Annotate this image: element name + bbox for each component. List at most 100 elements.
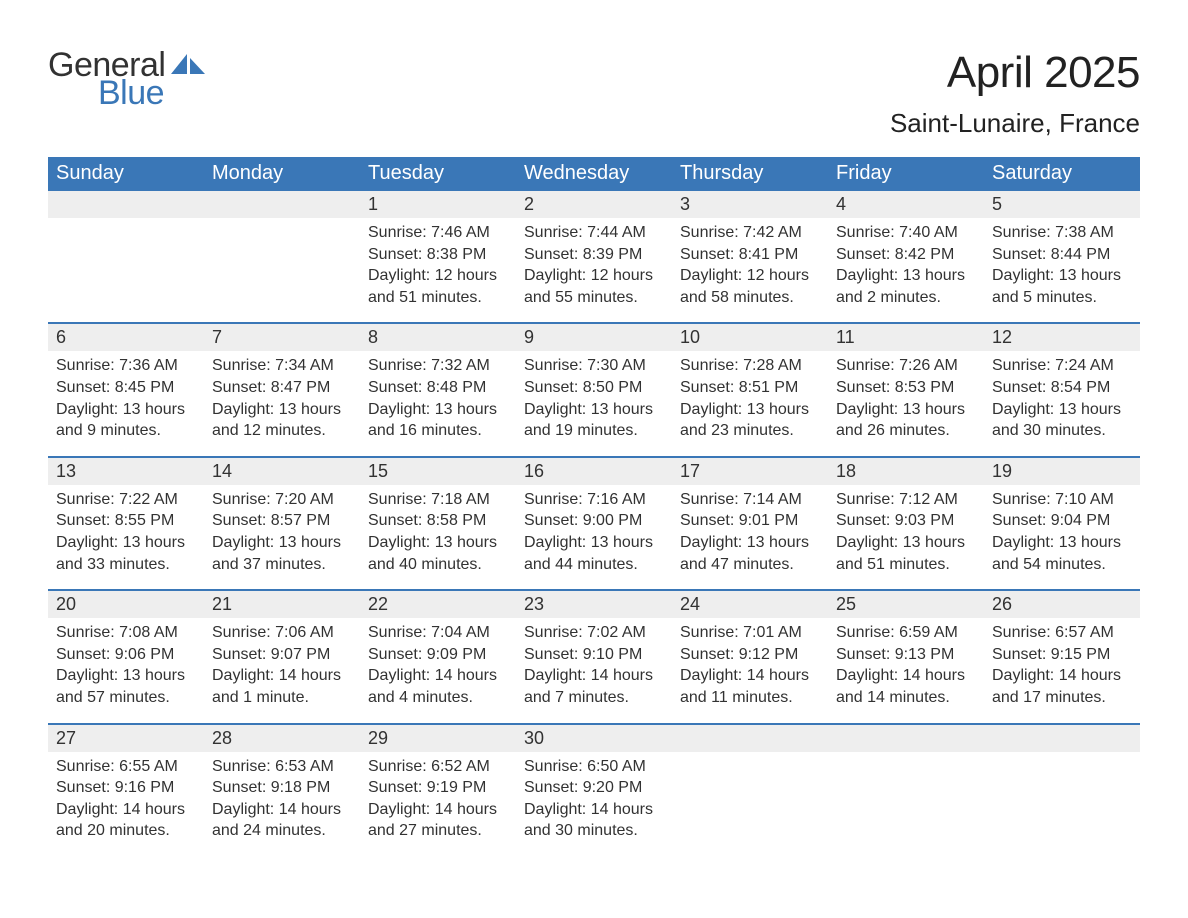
day-number [48, 191, 204, 218]
day-details: Sunrise: 7:01 AMSunset: 9:12 PMDaylight:… [672, 618, 828, 708]
day-details: Sunrise: 6:52 AMSunset: 9:19 PMDaylight:… [360, 752, 516, 842]
sunrise-text: Sunrise: 6:50 AM [524, 756, 664, 778]
sunset-text: Sunset: 9:07 PM [212, 644, 352, 666]
week-row: 27Sunrise: 6:55 AMSunset: 9:16 PMDayligh… [48, 723, 1140, 856]
day-details: Sunrise: 7:44 AMSunset: 8:39 PMDaylight:… [516, 218, 672, 308]
week-row: 13Sunrise: 7:22 AMSunset: 8:55 PMDayligh… [48, 456, 1140, 589]
sunset-text: Sunset: 9:04 PM [992, 510, 1132, 532]
day-number: 2 [516, 191, 672, 218]
daylight-text: and 20 minutes. [56, 820, 196, 842]
sunset-text: Sunset: 8:50 PM [524, 377, 664, 399]
daylight-text: Daylight: 14 hours [992, 665, 1132, 687]
sunrise-text: Sunrise: 7:36 AM [56, 355, 196, 377]
sunrise-text: Sunrise: 7:18 AM [368, 489, 508, 511]
day-details: Sunrise: 6:53 AMSunset: 9:18 PMDaylight:… [204, 752, 360, 842]
day-details: Sunrise: 7:34 AMSunset: 8:47 PMDaylight:… [204, 351, 360, 441]
sunset-text: Sunset: 9:09 PM [368, 644, 508, 666]
day-number: 25 [828, 591, 984, 618]
weekday-header: Tuesday [360, 157, 516, 191]
weeks-container: 1Sunrise: 7:46 AMSunset: 8:38 PMDaylight… [48, 191, 1140, 856]
daylight-text: Daylight: 14 hours [368, 665, 508, 687]
daylight-text: and 9 minutes. [56, 420, 196, 442]
daylight-text: Daylight: 13 hours [992, 532, 1132, 554]
daylight-text: and 2 minutes. [836, 287, 976, 309]
daylight-text: Daylight: 14 hours [368, 799, 508, 821]
day-cell: 9Sunrise: 7:30 AMSunset: 8:50 PMDaylight… [516, 324, 672, 455]
day-cell: 29Sunrise: 6:52 AMSunset: 9:19 PMDayligh… [360, 725, 516, 856]
sunrise-text: Sunrise: 7:38 AM [992, 222, 1132, 244]
daylight-text: Daylight: 12 hours [368, 265, 508, 287]
sunrise-text: Sunrise: 6:53 AM [212, 756, 352, 778]
daylight-text: and 12 minutes. [212, 420, 352, 442]
day-number: 29 [360, 725, 516, 752]
day-details: Sunrise: 7:12 AMSunset: 9:03 PMDaylight:… [828, 485, 984, 575]
day-number: 10 [672, 324, 828, 351]
day-cell: 16Sunrise: 7:16 AMSunset: 9:00 PMDayligh… [516, 458, 672, 589]
day-number: 4 [828, 191, 984, 218]
day-cell: 10Sunrise: 7:28 AMSunset: 8:51 PMDayligh… [672, 324, 828, 455]
day-cell: 6Sunrise: 7:36 AMSunset: 8:45 PMDaylight… [48, 324, 204, 455]
day-number: 22 [360, 591, 516, 618]
daylight-text: Daylight: 14 hours [524, 799, 664, 821]
daylight-text: Daylight: 13 hours [56, 532, 196, 554]
sunrise-text: Sunrise: 7:14 AM [680, 489, 820, 511]
day-number: 14 [204, 458, 360, 485]
day-details: Sunrise: 7:38 AMSunset: 8:44 PMDaylight:… [984, 218, 1140, 308]
day-cell: 22Sunrise: 7:04 AMSunset: 9:09 PMDayligh… [360, 591, 516, 722]
day-details: Sunrise: 7:32 AMSunset: 8:48 PMDaylight:… [360, 351, 516, 441]
day-cell: 25Sunrise: 6:59 AMSunset: 9:13 PMDayligh… [828, 591, 984, 722]
day-cell: 28Sunrise: 6:53 AMSunset: 9:18 PMDayligh… [204, 725, 360, 856]
daylight-text: Daylight: 13 hours [524, 399, 664, 421]
day-number: 21 [204, 591, 360, 618]
daylight-text: and 27 minutes. [368, 820, 508, 842]
day-details: Sunrise: 7:42 AMSunset: 8:41 PMDaylight:… [672, 218, 828, 308]
sunrise-text: Sunrise: 7:16 AM [524, 489, 664, 511]
day-cell: 23Sunrise: 7:02 AMSunset: 9:10 PMDayligh… [516, 591, 672, 722]
sunset-text: Sunset: 9:18 PM [212, 777, 352, 799]
day-details: Sunrise: 7:30 AMSunset: 8:50 PMDaylight:… [516, 351, 672, 441]
calendar: Sunday Monday Tuesday Wednesday Thursday… [48, 157, 1140, 856]
day-cell: 19Sunrise: 7:10 AMSunset: 9:04 PMDayligh… [984, 458, 1140, 589]
daylight-text: Daylight: 14 hours [56, 799, 196, 821]
day-cell: 4Sunrise: 7:40 AMSunset: 8:42 PMDaylight… [828, 191, 984, 322]
daylight-text: and 55 minutes. [524, 287, 664, 309]
daylight-text: and 37 minutes. [212, 554, 352, 576]
sunset-text: Sunset: 9:12 PM [680, 644, 820, 666]
day-details: Sunrise: 7:16 AMSunset: 9:00 PMDaylight:… [516, 485, 672, 575]
day-cell: 12Sunrise: 7:24 AMSunset: 8:54 PMDayligh… [984, 324, 1140, 455]
daylight-text: Daylight: 13 hours [368, 532, 508, 554]
sunset-text: Sunset: 8:54 PM [992, 377, 1132, 399]
daylight-text: Daylight: 12 hours [680, 265, 820, 287]
day-details: Sunrise: 7:22 AMSunset: 8:55 PMDaylight:… [48, 485, 204, 575]
sunrise-text: Sunrise: 7:30 AM [524, 355, 664, 377]
weekday-header: Wednesday [516, 157, 672, 191]
daylight-text: and 23 minutes. [680, 420, 820, 442]
day-details: Sunrise: 7:06 AMSunset: 9:07 PMDaylight:… [204, 618, 360, 708]
sunset-text: Sunset: 8:38 PM [368, 244, 508, 266]
day-details: Sunrise: 6:59 AMSunset: 9:13 PMDaylight:… [828, 618, 984, 708]
month-title: April 2025 [890, 48, 1140, 98]
sunrise-text: Sunrise: 7:22 AM [56, 489, 196, 511]
logo: General Blue [48, 48, 207, 110]
day-cell: 1Sunrise: 7:46 AMSunset: 8:38 PMDaylight… [360, 191, 516, 322]
sunrise-text: Sunrise: 7:06 AM [212, 622, 352, 644]
sunrise-text: Sunrise: 7:20 AM [212, 489, 352, 511]
day-details: Sunrise: 7:18 AMSunset: 8:58 PMDaylight:… [360, 485, 516, 575]
week-row: 6Sunrise: 7:36 AMSunset: 8:45 PMDaylight… [48, 322, 1140, 455]
day-number: 8 [360, 324, 516, 351]
sunset-text: Sunset: 9:00 PM [524, 510, 664, 532]
sunrise-text: Sunrise: 7:32 AM [368, 355, 508, 377]
day-cell: 14Sunrise: 7:20 AMSunset: 8:57 PMDayligh… [204, 458, 360, 589]
day-cell: 7Sunrise: 7:34 AMSunset: 8:47 PMDaylight… [204, 324, 360, 455]
daylight-text: and 51 minutes. [836, 554, 976, 576]
day-number: 7 [204, 324, 360, 351]
sunset-text: Sunset: 9:10 PM [524, 644, 664, 666]
daylight-text: Daylight: 13 hours [992, 265, 1132, 287]
day-cell [984, 725, 1140, 856]
daylight-text: and 16 minutes. [368, 420, 508, 442]
day-cell [828, 725, 984, 856]
sunset-text: Sunset: 8:44 PM [992, 244, 1132, 266]
day-cell: 24Sunrise: 7:01 AMSunset: 9:12 PMDayligh… [672, 591, 828, 722]
day-cell: 27Sunrise: 6:55 AMSunset: 9:16 PMDayligh… [48, 725, 204, 856]
day-cell: 13Sunrise: 7:22 AMSunset: 8:55 PMDayligh… [48, 458, 204, 589]
